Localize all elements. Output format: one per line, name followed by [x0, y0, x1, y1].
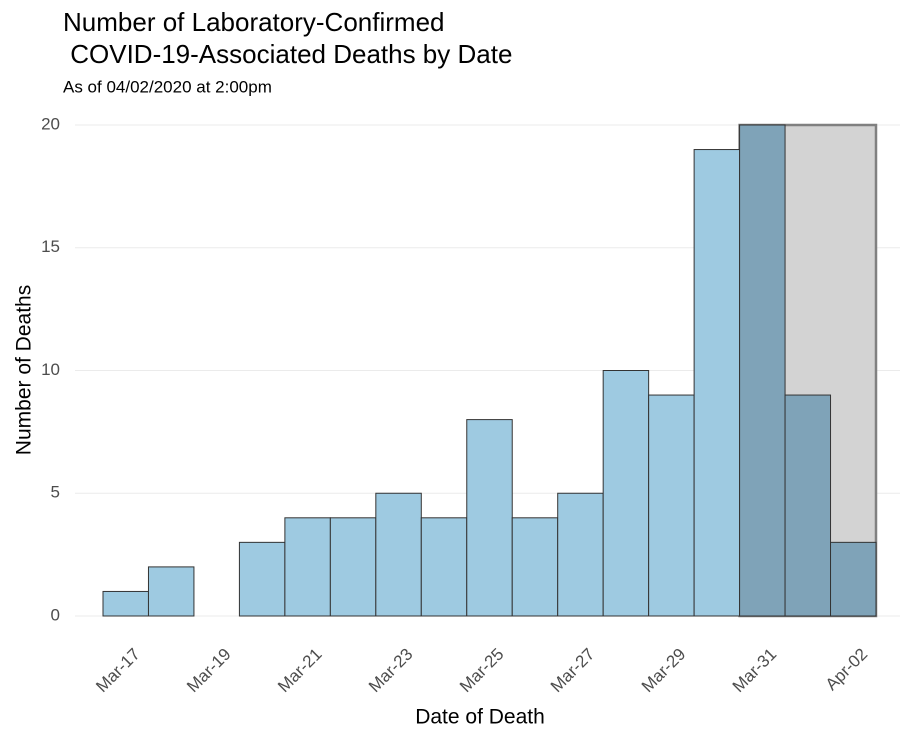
bar — [147, 566, 195, 617]
x-tick-label: Mar-21 — [274, 645, 326, 697]
chart-title: Number of Laboratory-Confirmed — [63, 7, 445, 37]
bar — [238, 541, 286, 617]
bar — [284, 517, 331, 617]
x-tick-label: Mar-27 — [547, 645, 599, 697]
x-tick-label: Mar-31 — [729, 645, 781, 697]
y-tick-label: 10 — [41, 360, 60, 379]
bar — [784, 394, 832, 617]
x-tick-label: Mar-17 — [92, 645, 144, 697]
x-tick-label: Mar-19 — [183, 645, 235, 697]
bar — [375, 492, 422, 617]
bar — [511, 517, 559, 617]
y-tick-label: 5 — [51, 483, 60, 502]
x-axis-label: Date of Death — [415, 706, 545, 729]
x-tick-label: Mar-23 — [365, 645, 417, 697]
bar — [420, 517, 468, 617]
x-tick-label: Mar-25 — [456, 645, 508, 697]
y-axis-label: Number of Deaths — [13, 285, 36, 455]
chart-subtitle: As of 04/02/2020 at 2:00pm — [63, 77, 272, 96]
bar — [648, 394, 695, 617]
bar — [466, 419, 513, 617]
bar — [693, 149, 741, 617]
bar — [830, 541, 877, 617]
y-tick-label: 20 — [41, 114, 60, 133]
x-tick-label: Mar-29 — [638, 645, 690, 697]
chart-title: COVID-19-Associated Deaths by Date — [63, 39, 512, 69]
bar — [102, 590, 149, 617]
bar — [557, 492, 604, 617]
bar — [602, 370, 650, 617]
x-tick-label: Apr-02 — [822, 645, 872, 695]
bar — [739, 124, 786, 617]
bar — [329, 517, 377, 617]
y-tick-label: 15 — [41, 237, 60, 256]
y-tick-label: 0 — [51, 605, 60, 624]
